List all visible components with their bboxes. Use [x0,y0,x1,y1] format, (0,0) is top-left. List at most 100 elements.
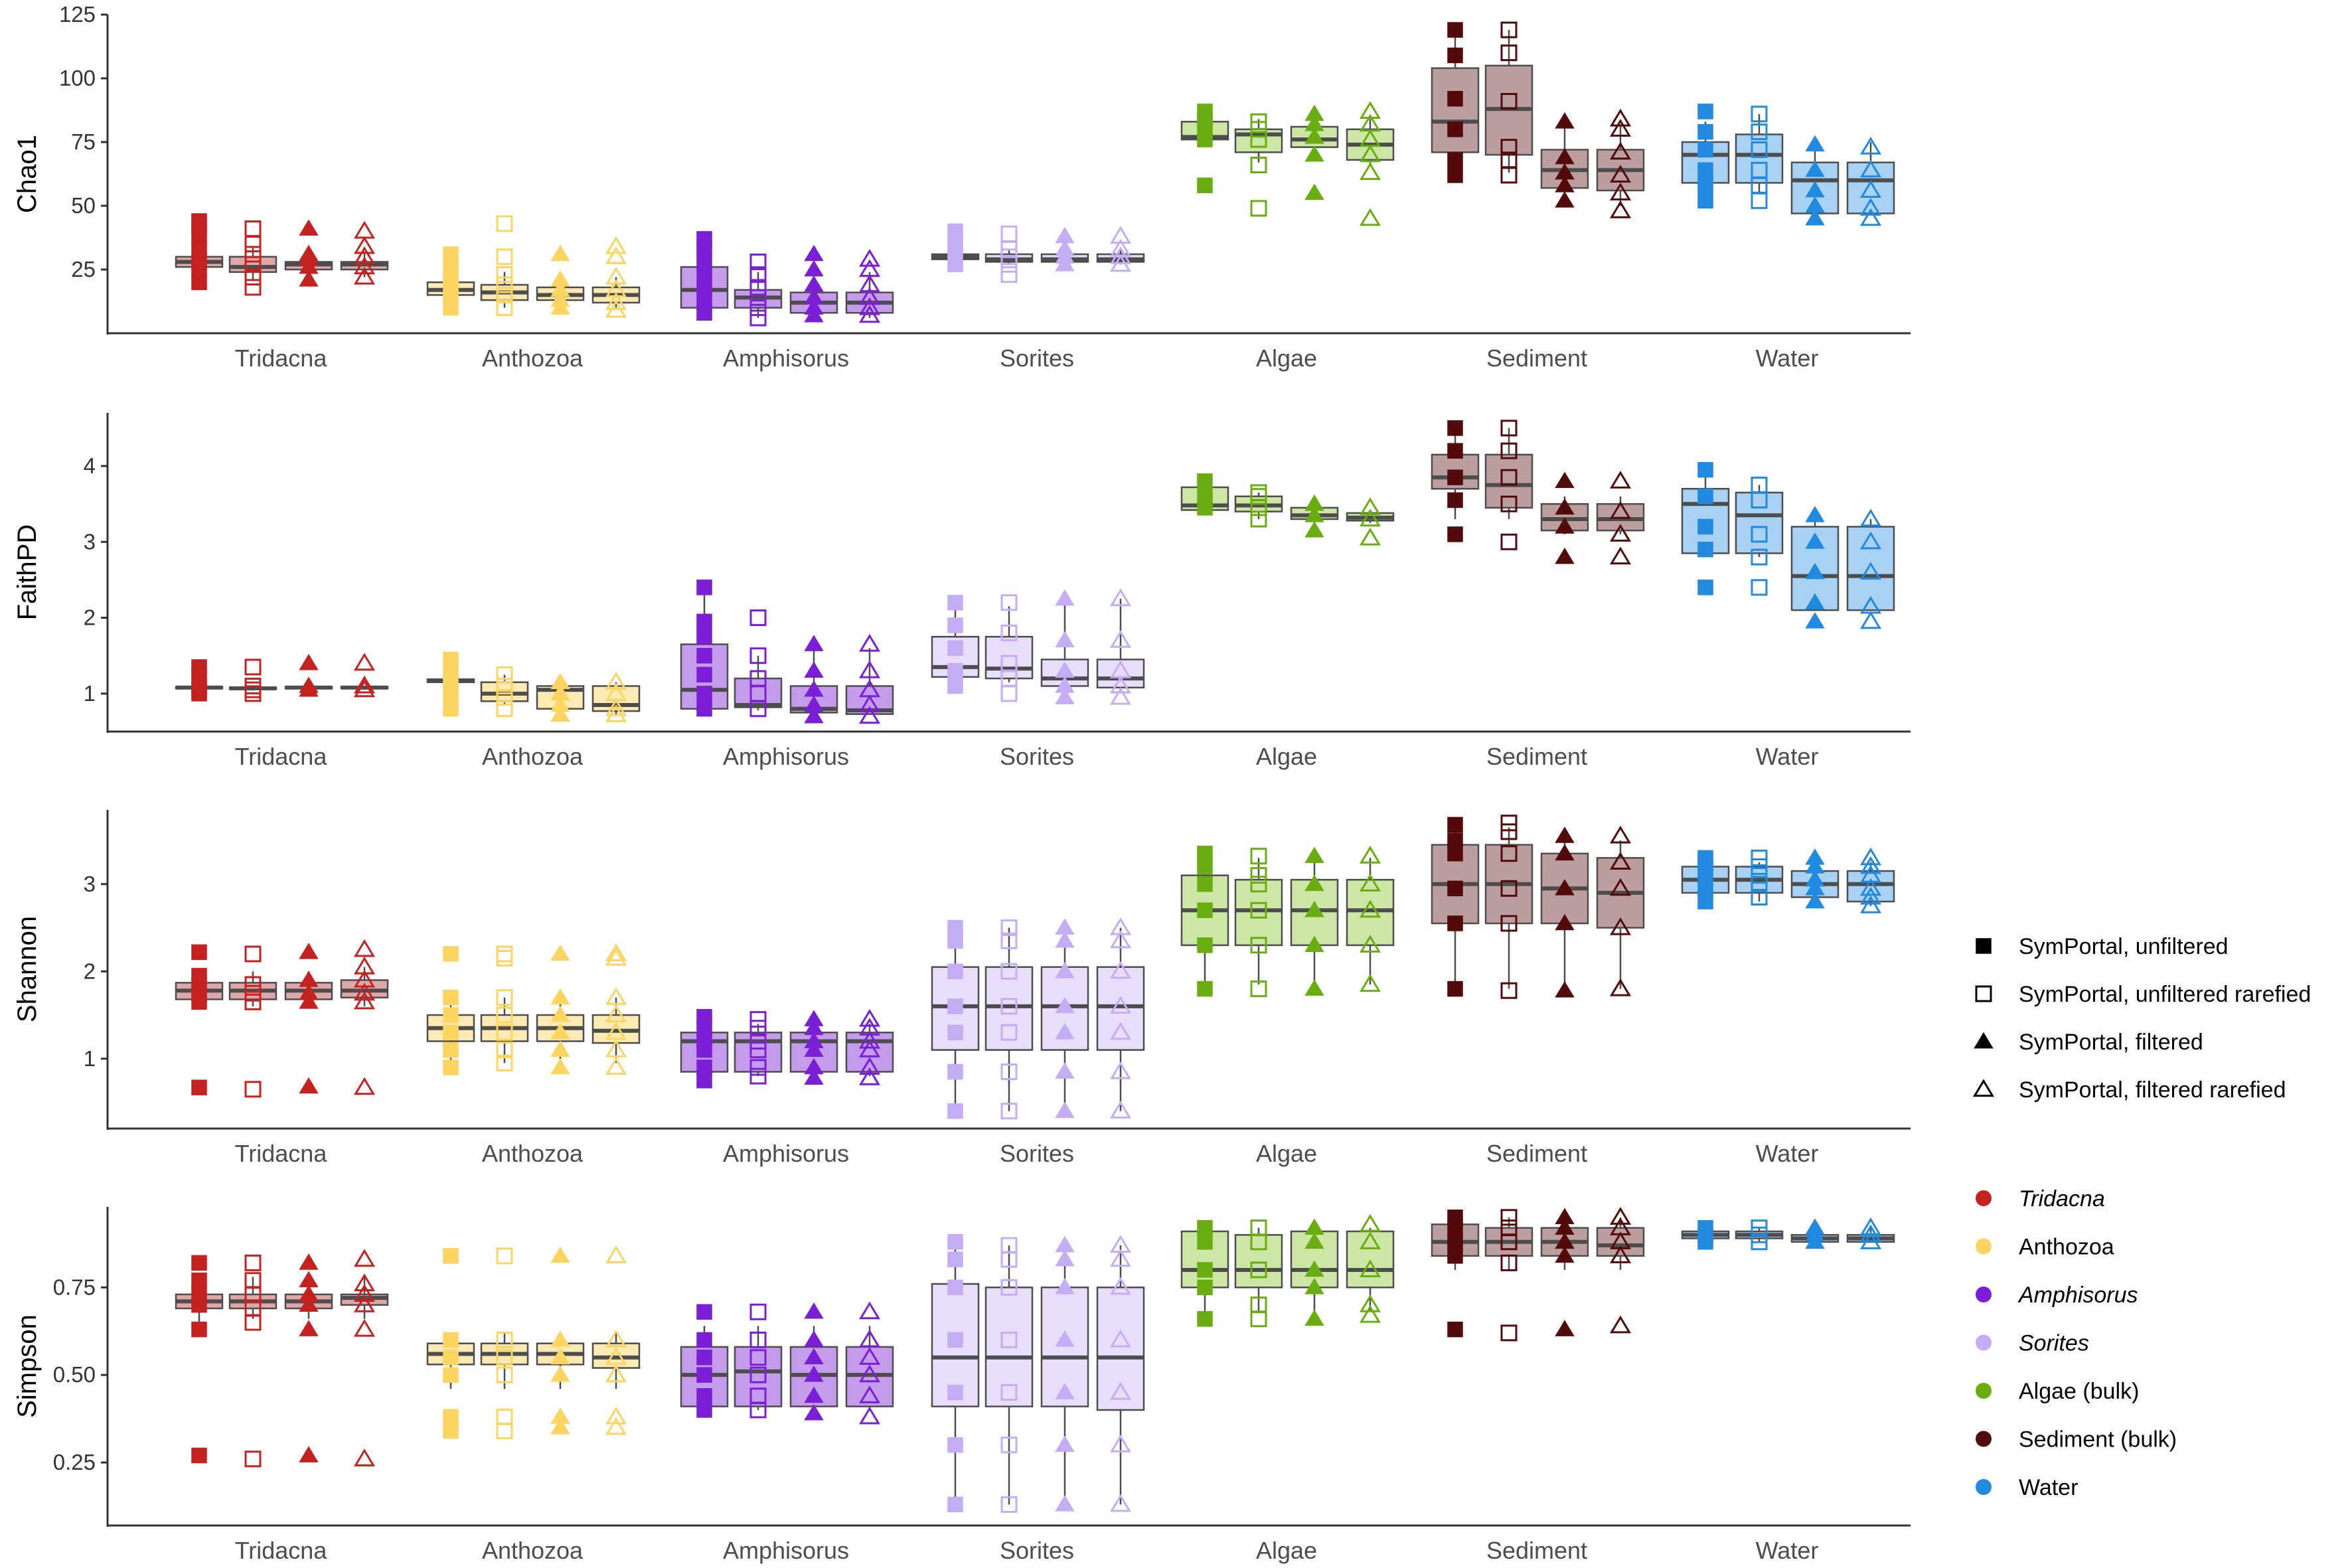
data-point [696,1388,712,1404]
legend-shape-item: SymPortal, filtered rarefied [1972,1077,2286,1103]
data-point [696,686,712,702]
data-point [1555,498,1575,515]
data-point [804,275,824,292]
data-point [1447,832,1463,848]
data-point [858,1364,881,1383]
data-point [496,1349,513,1366]
data-point [804,1302,824,1319]
data-point [1555,1320,1575,1336]
data-point [244,220,262,238]
group-algae [1180,846,1395,998]
data-point [550,1407,570,1424]
data-point [1000,1063,1018,1081]
data-point [299,653,319,670]
data-point [1109,1329,1132,1348]
data-point [1304,935,1324,953]
data-point [1697,580,1713,595]
data-point [443,946,459,962]
data-point [1447,121,1463,137]
data-point [299,1253,319,1270]
x-category-label: Algae [1256,1537,1317,1564]
data-point [1500,845,1518,862]
data-point [1805,161,1825,177]
data-point [1250,510,1267,528]
data-point [1500,1254,1518,1271]
data-point [1000,963,1018,980]
legend-shape-item: SymPortal, unfiltered [1976,934,2229,959]
data-point [1359,114,1381,132]
panel-chao1: 25 50 75 100 125 Chao1 Tridacna Anthozoa Amphiso… [13,2,1911,372]
data-point [1359,144,1381,163]
data-point [804,298,824,315]
data-point [947,919,963,936]
data-point [443,989,459,1006]
data-point [550,1023,570,1040]
data-point [1751,849,1768,866]
data-point [299,244,319,262]
x-category-label: Anthozoa [482,1537,584,1564]
data-point [1109,961,1132,979]
data-point [1000,932,1018,949]
data-point [1609,183,1632,200]
x-category-label: Sediment [1486,743,1587,770]
data-point [605,1057,627,1075]
group-algae [1180,1214,1395,1328]
group-amphisorus [680,1008,894,1089]
data-point [496,1366,513,1383]
data-point [1751,1219,1768,1237]
data-point [1697,518,1713,535]
legend-group-label: Water [2019,1475,2078,1500]
data-point [1555,826,1575,843]
x-category-label: Tridacna [235,1140,328,1167]
data-point [1751,858,1768,875]
data-point [191,659,207,675]
x-category-label: Sorites [1000,1537,1074,1564]
data-point [1197,1219,1213,1236]
data-point [749,1349,767,1366]
data-point [696,1072,712,1089]
legend-shape-item: SymPortal, filtered [1974,1030,2203,1055]
legend-shape-marker [1975,985,1992,1002]
data-point [1555,547,1575,564]
data-point [749,309,767,327]
data-point [749,647,767,665]
data-point [1609,501,1632,519]
data-point [1000,685,1018,702]
data-point [1055,1495,1075,1512]
data-point [1500,815,1518,832]
data-point [1250,1219,1267,1237]
data-point [1250,876,1267,893]
data-point [1751,548,1768,566]
data-point [605,246,627,264]
data-point [443,1042,459,1058]
data-point [496,1024,513,1041]
data-point [1805,857,1825,874]
x-category-label: Water [1756,1140,1819,1167]
data-point [1697,177,1713,194]
box [734,677,783,708]
box [845,1032,894,1073]
x-category-label: Sorites [1000,1140,1074,1167]
data-point [1055,1435,1075,1452]
data-point [1555,879,1575,896]
legend-group-item: Amphisorus [1976,1283,2138,1308]
data-point [191,1447,207,1464]
data-point [1555,191,1575,208]
legend-group-item: Algae (bulk) [1976,1379,2139,1404]
data-point [1000,624,1018,641]
data-point [191,1321,207,1338]
data-point [1555,844,1575,861]
data-point [550,244,570,262]
legend-shape-label: SymPortal, filtered rarefied [2019,1077,2286,1103]
data-point [299,1285,319,1302]
data-point [1805,562,1825,580]
data-point [1359,497,1381,515]
data-point [353,939,376,957]
x-category-label: Water [1756,743,1819,770]
data-point [696,1332,712,1348]
group-tridacna [175,213,389,296]
data-point [1055,226,1075,244]
data-point [1000,594,1018,611]
data-point [1197,177,1213,194]
data-point [1697,850,1713,866]
